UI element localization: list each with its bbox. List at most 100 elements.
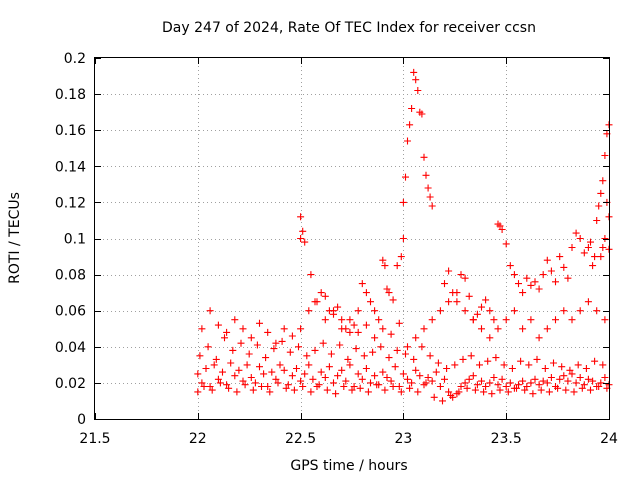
- data-point: [471, 386, 479, 394]
- data-point: [371, 334, 379, 342]
- data-point: [301, 370, 309, 378]
- data-point: [428, 316, 436, 324]
- data-point: [282, 384, 290, 392]
- y-tick-label: 0.02: [55, 376, 86, 392]
- data-point: [223, 328, 231, 336]
- data-point: [288, 332, 296, 340]
- x-tick-labels: 21.5 22 22.5 23 23.5 24: [79, 431, 618, 447]
- data-point: [307, 388, 315, 396]
- data-point: [360, 352, 368, 360]
- data-point: [321, 374, 329, 381]
- data-point: [469, 316, 477, 324]
- data-point: [280, 366, 288, 374]
- data-point: [441, 280, 448, 288]
- data-point: [323, 386, 331, 394]
- data-point: [515, 280, 522, 288]
- x-tick-label: 21.5: [79, 431, 110, 447]
- data-point: [393, 262, 401, 270]
- data-point: [420, 153, 428, 161]
- data-point: [502, 240, 510, 248]
- data-point: [562, 386, 570, 394]
- y-axis-label: ROTI / TECUs: [7, 192, 23, 284]
- data-point: [373, 381, 381, 389]
- data-point: [568, 244, 576, 251]
- data-point: [274, 379, 282, 387]
- data-point: [389, 296, 397, 304]
- data-point: [371, 307, 379, 315]
- data-point: [601, 235, 609, 242]
- data-point: [591, 357, 599, 365]
- data-point: [445, 388, 453, 396]
- data-point: [486, 307, 494, 315]
- data-point: [278, 337, 286, 345]
- data-point: [410, 68, 418, 76]
- data-point: [461, 379, 469, 387]
- data-point: [198, 379, 206, 387]
- data-point: [568, 316, 576, 324]
- data-point: [194, 370, 202, 378]
- data-point: [231, 372, 239, 380]
- data-point: [412, 366, 420, 374]
- gridlines: [95, 58, 609, 419]
- data-point: [578, 384, 586, 392]
- data-point: [531, 375, 539, 383]
- data-point: [387, 330, 395, 338]
- data-point: [387, 377, 395, 385]
- data-point: [473, 381, 481, 389]
- data-point: [422, 379, 430, 387]
- data-point: [498, 226, 506, 233]
- data-point: [496, 386, 504, 394]
- data-point: [482, 383, 490, 390]
- data-point: [436, 383, 444, 390]
- y-tick-label: 0.06: [55, 304, 86, 320]
- data-point: [486, 379, 494, 387]
- data-point: [358, 280, 366, 288]
- data-point: [414, 87, 422, 94]
- data-point: [350, 321, 358, 329]
- data-point: [560, 263, 568, 271]
- data-point: [552, 278, 559, 286]
- data-point: [352, 345, 360, 353]
- data-point: [418, 110, 426, 118]
- data-point: [484, 357, 492, 365]
- data-point: [395, 319, 403, 327]
- data-point: [262, 354, 270, 362]
- data-point: [381, 386, 389, 394]
- data-point: [519, 377, 527, 385]
- data-point: [523, 383, 531, 390]
- x-tick-label: 24: [600, 431, 618, 447]
- data-point: [527, 316, 535, 324]
- data-point: [566, 366, 574, 374]
- data-point: [584, 298, 592, 306]
- data-point: [582, 365, 590, 372]
- data-point: [256, 363, 263, 371]
- data-point: [570, 388, 578, 396]
- data-point: [494, 325, 502, 333]
- data-point: [317, 368, 325, 376]
- data-point: [494, 381, 502, 389]
- data-point: [461, 274, 469, 282]
- y-tick-label: 0.16: [55, 123, 86, 139]
- data-point: [545, 388, 553, 396]
- data-point: [385, 289, 393, 297]
- data-point: [482, 296, 490, 304]
- data-point: [469, 372, 477, 380]
- data-point: [402, 350, 409, 358]
- data-point: [554, 384, 562, 392]
- data-point: [488, 390, 496, 398]
- y-tick-label: 0.04: [55, 340, 86, 356]
- data-point: [290, 386, 298, 394]
- data-point: [436, 307, 444, 315]
- data-point: [284, 381, 292, 389]
- data-point: [216, 379, 224, 387]
- data-point: [346, 328, 354, 336]
- data-point: [597, 253, 605, 261]
- data-point: [342, 377, 350, 385]
- data-point: [547, 267, 555, 275]
- data-point: [490, 374, 498, 381]
- data-point: [574, 361, 582, 369]
- data-point: [473, 310, 481, 318]
- data-point: [297, 377, 305, 385]
- data-point: [537, 386, 545, 394]
- data-point: [253, 341, 261, 349]
